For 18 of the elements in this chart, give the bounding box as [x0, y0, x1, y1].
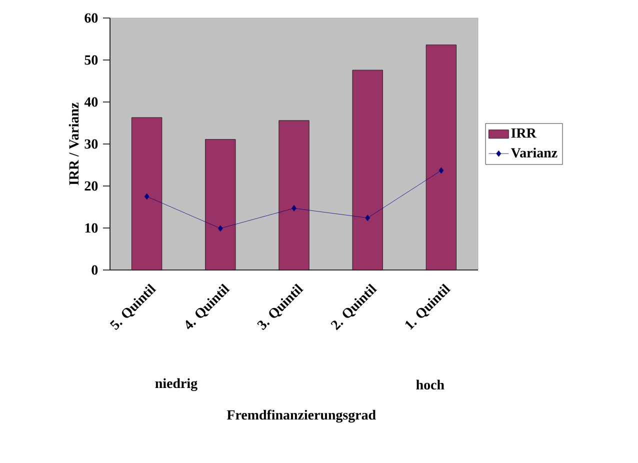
y-tick-label: 0 [92, 265, 98, 275]
y-tick-label: 60 [84, 13, 98, 23]
point [144, 193, 150, 200]
point [292, 205, 296, 212]
point [365, 214, 370, 222]
y-tick-label: 10 [85, 223, 98, 233]
legend-label: IRR [511, 128, 536, 138]
y-tick-label: 50 [84, 55, 98, 65]
text: hoch [416, 380, 444, 390]
y-tick-label: 30 [84, 139, 98, 149]
y-tick-label: 20 [84, 181, 98, 191]
y-axis-title: IRR / Varianz [68, 102, 79, 186]
y-tick-label: 40 [84, 97, 98, 107]
point [218, 225, 223, 232]
text: Fremdfinanzierungsgrad [226, 410, 376, 423]
legend-label: Varianz [510, 148, 558, 158]
text: niedrig [155, 378, 198, 392]
point [438, 167, 444, 174]
